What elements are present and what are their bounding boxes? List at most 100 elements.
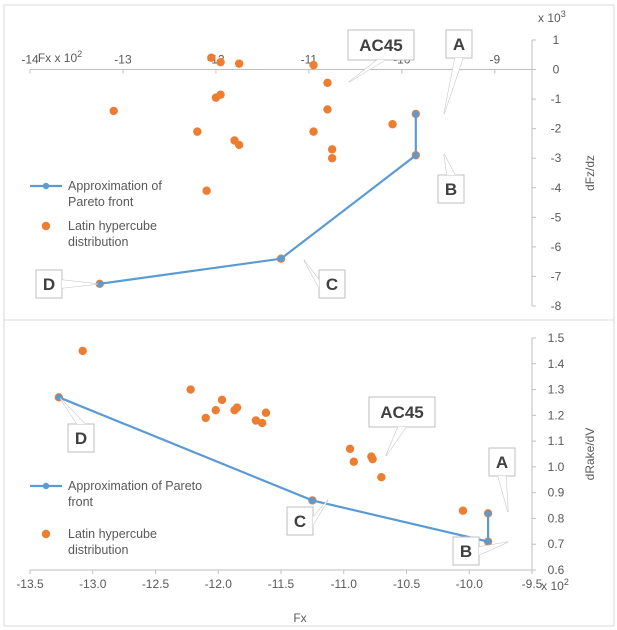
y-tick-label: 0.7 (548, 537, 565, 551)
legend-lhs-marker (41, 529, 51, 539)
pareto-point (484, 510, 492, 517)
lhs-point (327, 154, 337, 163)
legend-pareto-label: Approximation of (68, 179, 162, 193)
lhs-point (323, 105, 332, 114)
callout-pointer-fill (304, 260, 319, 288)
callout-box (286, 506, 314, 536)
lhs-point (193, 127, 202, 136)
y-tick-label: 1.2 (548, 408, 565, 422)
lhs-point (323, 78, 332, 88)
callout-box (347, 29, 415, 61)
y-tick-label: 0.8 (548, 511, 565, 525)
callout-pointer-fill (444, 154, 455, 175)
y-tick-label: -8 (551, 299, 562, 313)
callout-pointer-fill (313, 500, 328, 525)
callout-pointer-fill (498, 476, 508, 512)
lhs-point (251, 416, 261, 425)
x-scale-label: Fx x 102 (38, 49, 82, 65)
y-tick-label: -4 (551, 181, 562, 195)
y-axis-title: dRake/dV (583, 428, 597, 481)
lhs-point (78, 346, 87, 356)
callout-pointer-fill (60, 398, 85, 424)
lhs-point (309, 60, 318, 70)
lhs-point (458, 506, 468, 515)
callout-label: AC45 (380, 403, 423, 422)
callout-pointer-fill (479, 542, 508, 555)
lhs-point (261, 408, 271, 417)
y-tick-label: -5 (551, 210, 562, 224)
y-tick-label: 1 (553, 33, 560, 47)
lhs-point (377, 473, 386, 482)
x-tick-label: -11.0 (331, 577, 358, 591)
x-tick-label: -13.0 (79, 577, 107, 591)
y-tick-label: -1 (551, 92, 562, 106)
y-tick-label: 0.9 (548, 486, 565, 500)
callout-pointer-fill (62, 280, 98, 288)
callout-label: B (460, 542, 472, 561)
y-tick-label: 1.5 (548, 331, 565, 345)
y-tick-label: 0.6 (548, 563, 565, 577)
lhs-point (368, 454, 377, 464)
legend-pareto-marker (42, 482, 50, 490)
lhs-point (349, 457, 358, 466)
x-tick-label: -10.5 (393, 577, 421, 591)
pareto-point (412, 110, 419, 118)
lhs-point (232, 403, 242, 412)
callout-label: C (294, 512, 306, 531)
y-tick-label: 1.1 (548, 434, 565, 448)
x-tick-label: -13.5 (16, 577, 44, 591)
x-tick-label: -14 (21, 53, 39, 67)
callout-pointer-fill (386, 427, 406, 456)
lhs-point (309, 127, 318, 136)
callout-label: AC45 (359, 36, 402, 55)
legend-pareto-marker (42, 182, 50, 190)
lhs-point (234, 140, 244, 150)
pareto-point (484, 538, 492, 545)
lhs-point (201, 413, 210, 423)
callout-pointer-fill (349, 60, 385, 82)
legend-lhs-label: Latin hypercube (68, 527, 157, 541)
y-tick-label: 0 (553, 63, 560, 77)
legend-lhs-marker (41, 221, 51, 231)
callout-label: D (43, 275, 55, 294)
callout-label: C (326, 275, 338, 294)
legend-lhs-label: distribution (68, 543, 128, 557)
callout-label: A (496, 453, 508, 472)
lhs-point (388, 120, 397, 129)
callout-label: D (75, 429, 87, 448)
x-tick-label: -13 (114, 53, 132, 67)
lhs-point (202, 186, 211, 195)
pareto-point (96, 280, 103, 288)
x-tick-label: -11.5 (268, 577, 295, 591)
x-tick-label: -12.0 (205, 577, 233, 591)
y-scale-label: x 103 (538, 9, 566, 25)
callout-label: A (453, 35, 465, 54)
callout-box (445, 29, 473, 59)
pareto-point (277, 255, 285, 262)
lhs-point (257, 418, 267, 428)
x-tick-label: -10.0 (456, 577, 484, 591)
lhs-point (186, 385, 195, 394)
y-tick-label: -2 (551, 122, 562, 136)
lhs-point (216, 90, 225, 99)
x-tick-label: -9 (489, 53, 500, 67)
lhs-point (327, 145, 337, 154)
x-scale-label: x 102 (541, 577, 569, 593)
pareto-line (58, 396, 490, 543)
legend-pareto-label: Pareto front (68, 195, 134, 209)
y-tick-label: -3 (551, 151, 562, 165)
legend-lhs-label: distribution (68, 235, 128, 249)
callout-box (452, 536, 480, 566)
callout-pointer-fill (444, 58, 463, 114)
y-axis-title: dFz/dz (583, 155, 597, 191)
y-tick-label: -6 (551, 240, 562, 254)
x-tick-label: -12.5 (142, 577, 170, 591)
lhs-point (216, 57, 225, 67)
x-axis-title: Fx (293, 611, 306, 625)
pareto-line (99, 113, 417, 285)
x-tick-label: -9.5 (522, 577, 543, 591)
lhs-point (345, 444, 355, 454)
y-tick-label: 1.3 (548, 383, 565, 397)
legend-lhs-label: Latin hypercube (68, 219, 157, 233)
